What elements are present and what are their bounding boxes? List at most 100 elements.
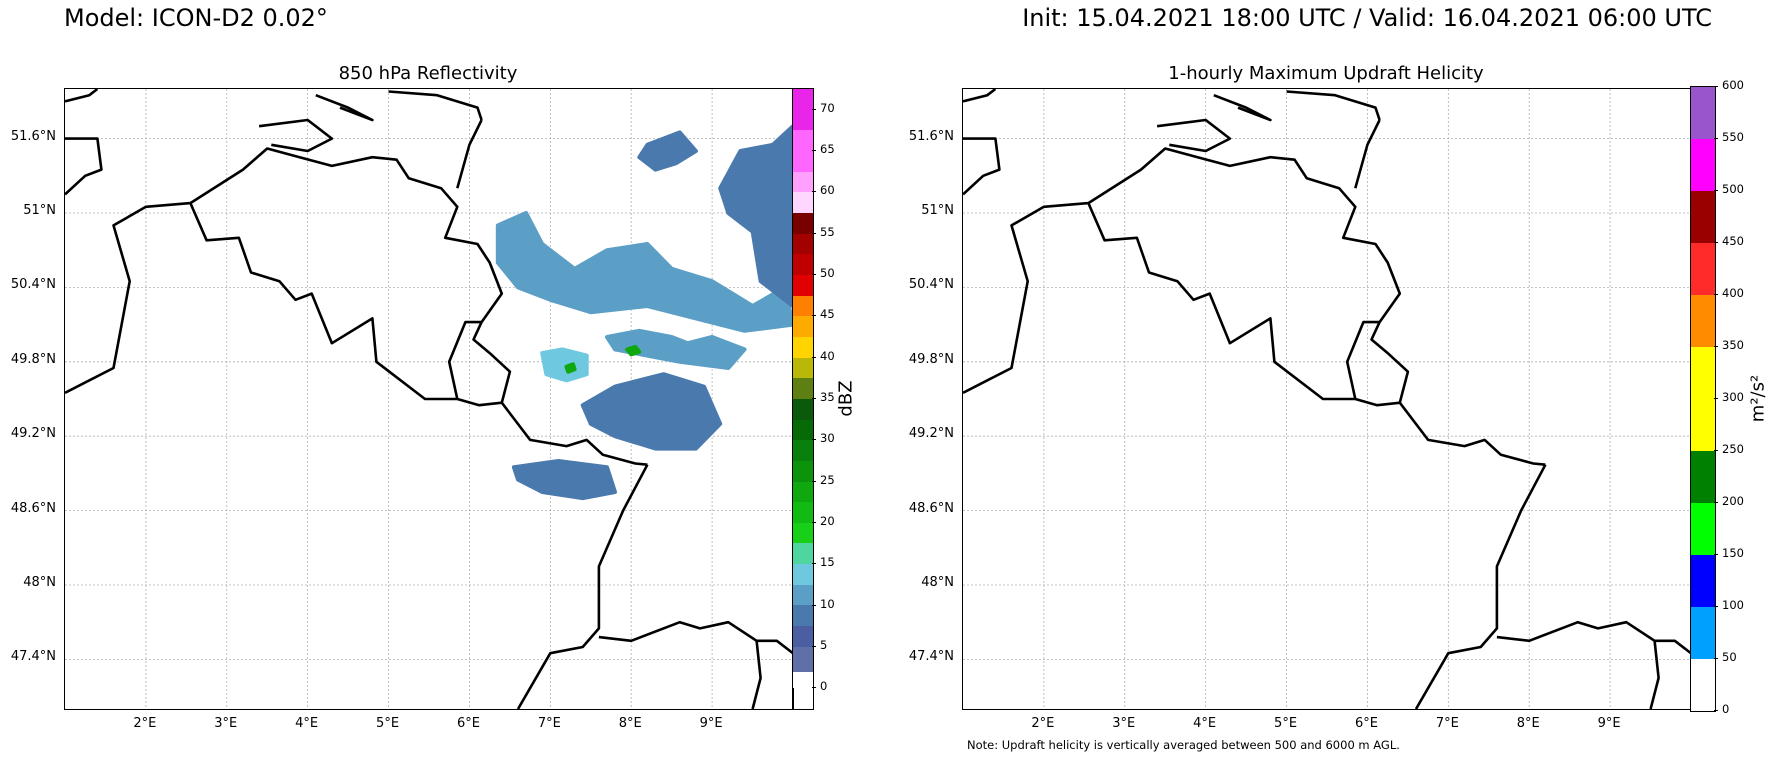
colorbar-tick-mark [1714,710,1718,711]
lat-tick-label: 51°N [23,203,56,218]
lat-tick-label: 49.2°N [908,426,954,442]
colorbar-tick-label: 15 [820,555,835,570]
lat-tick-label: 51°N [921,203,954,218]
colorbar-segment [1691,87,1715,139]
colorbar-tick-label: 200 [1722,494,1744,508]
colorbar-tick-mark [1714,450,1718,451]
colorbar-segment [1691,451,1715,503]
colorbar-tick-mark [812,356,816,358]
colorbar-tick-label: 35 [820,390,835,404]
lat-tick-label: 49.8°N [908,351,954,367]
colorbar-segment [793,419,813,441]
colorbar-tick-label: 50 [820,266,835,280]
colorbar-segment [793,233,813,255]
lat-tick-label: 48.6°N [908,500,954,516]
lon-tick-label: 4°E [295,716,319,731]
lat-tick-label: 47.4°N [10,649,56,665]
colorbar-segment [793,254,813,275]
lon-tick-label: 8°E [618,716,642,731]
colorbar-tick-mark [1714,502,1718,503]
colorbar-tick-mark [1714,554,1718,555]
colorbar-segment [1691,607,1715,659]
lat-tick-label: 50.4°N [10,277,56,293]
colorbar-tick-label: 350 [1722,338,1744,352]
colorbar-tick-label: 400 [1722,286,1744,300]
colorbar-tick-label: 25 [820,472,835,487]
border-line [963,147,1546,466]
colorbar-segment [793,192,813,213]
updraft-helicity-map-canvas [963,89,1691,709]
border-line [963,137,1001,196]
colorbar-tick-mark [1714,242,1718,243]
border-line [65,89,99,103]
colorbar-tick-label: 20 [820,514,835,528]
colorbar-segment [793,171,813,193]
colorbar-segment [1691,191,1715,243]
colorbar-tick-label: 150 [1722,546,1744,560]
colorbar-tick-label: 55 [820,224,835,239]
reflectivity-colorbar-label: dBZ [835,380,857,417]
colorbar-tick-label: 70 [820,100,835,115]
border-line [598,620,793,655]
colorbar-tick-mark [1714,138,1718,139]
colorbar-tick-label: 250 [1722,442,1744,456]
border-line [388,90,483,121]
echo-east-edge [718,124,793,308]
echo-core-2 [564,362,577,374]
colorbar-tick-mark [812,646,816,647]
colorbar-tick-label: 45 [820,307,835,322]
lon-tick-label: 3°E [214,716,238,731]
lon-tick-label: 2°E [1031,716,1055,731]
colorbar-segment [793,522,813,544]
lat-tick-label: 49.2°N [10,426,56,442]
lon-tick-label: 8°E [1516,716,1540,731]
colorbar-segment [793,398,813,420]
echo-southwest-cell [511,459,617,501]
colorbar-segment [793,295,813,317]
colorbar-segment [793,130,813,172]
colorbar-tick-mark [812,191,816,193]
lon-tick-label: 7°E [537,716,561,731]
colorbar-segment [793,378,813,399]
colorbar-tick-mark [812,604,816,606]
echo-mid-west-cell [540,347,589,383]
border-line [516,464,649,709]
border-line [1087,202,1400,407]
colorbar-tick-label: 300 [1722,390,1744,404]
colorbar-segment [793,440,813,461]
footnote: Note: Updraft helicity is vertically ave… [967,738,1400,752]
colorbar-segment [793,481,813,503]
colorbar-tick-label: 0 [1722,702,1730,716]
border-line [1496,620,1691,655]
colorbar-tick-mark [812,687,816,689]
helicity-colorbar [1690,86,1716,712]
colorbar-segment [793,584,813,606]
colorbar-tick-label: 40 [820,348,835,363]
colorbar-segment [793,274,813,296]
colorbar-tick-label: 600 [1722,78,1744,92]
colorbar-tick-label: 10 [820,596,835,611]
reflectivity-colorbar [792,88,814,710]
colorbar-tick-mark [1714,606,1718,607]
border-line [65,147,648,466]
colorbar-segment [1691,503,1715,555]
reflectivity-map-canvas [65,89,793,709]
colorbar-tick-label: 30 [820,431,835,446]
country-borders [963,89,1691,709]
lon-tick-label: 6°E [456,716,480,731]
colorbar-tick-label: 0 [820,679,828,694]
echo-core-1 [625,344,642,357]
colorbar-tick-label: 5 [820,638,828,652]
updraft-helicity-map[interactable] [962,88,1692,710]
colorbar-tick-mark [1714,398,1718,399]
colorbar-tick-label: 550 [1722,130,1744,144]
colorbar-segment [793,212,813,234]
colorbar-segment [1691,659,1715,711]
colorbar-segment [793,605,813,627]
reflectivity-map[interactable] [64,88,794,710]
lon-tick-label: 9°E [699,716,723,731]
left-panel-title: 850 hPa Reflectivity [338,63,518,84]
colorbar-tick-mark [812,398,816,399]
colorbar-tick-mark [1714,658,1718,659]
echo-south-band [580,372,723,451]
